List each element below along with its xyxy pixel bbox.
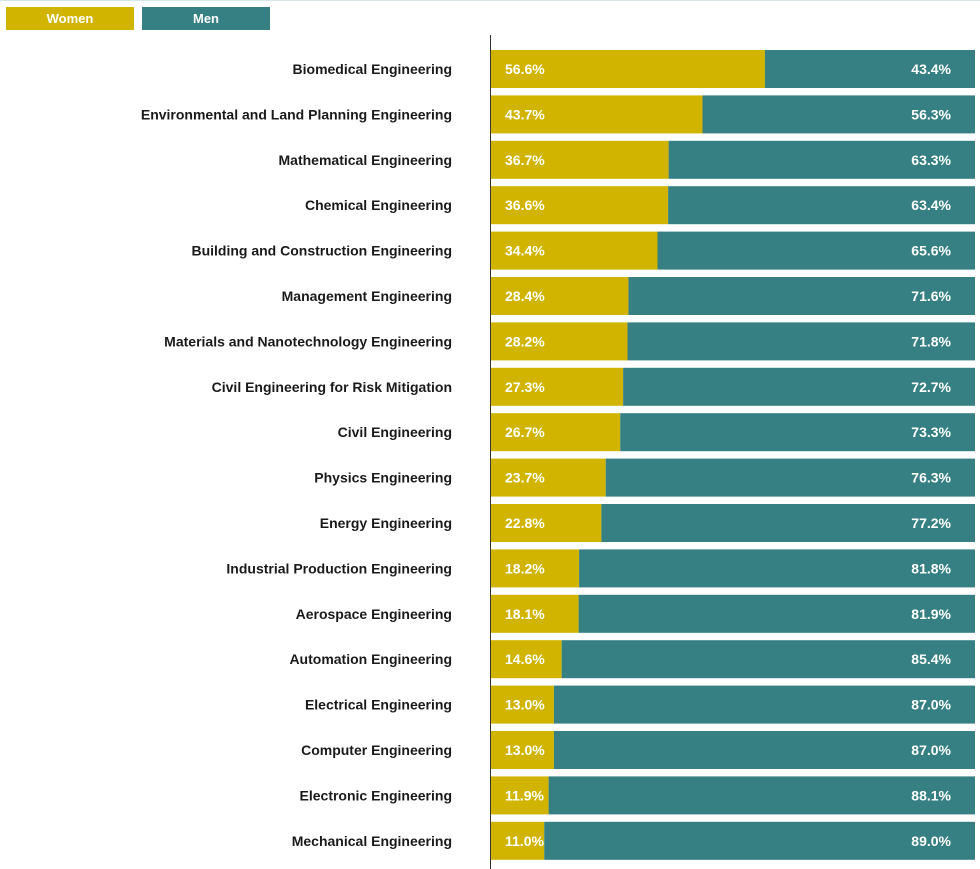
value-label-men: 72.7% [911, 379, 951, 395]
value-label-women: 11.0% [505, 833, 544, 849]
category-label: Civil Engineering for Risk Mitigation [212, 379, 452, 395]
bar-women [491, 186, 669, 225]
value-label-men: 85.4% [911, 651, 951, 667]
value-label-men: 56.3% [911, 106, 951, 122]
value-label-men: 89.0% [911, 833, 951, 849]
bar-men [605, 458, 975, 497]
bar-women [491, 367, 624, 406]
bar-men [668, 186, 975, 225]
bar-women [491, 776, 549, 815]
value-label-men: 73.3% [911, 424, 951, 440]
bar-women [491, 231, 658, 270]
category-label: Aerospace Engineering [296, 606, 452, 622]
top-rule [0, 0, 980, 1]
value-label-women: 13.0% [505, 742, 545, 758]
bar-women [491, 277, 629, 315]
bar-men [601, 504, 975, 542]
value-label-men: 87.0% [911, 697, 951, 713]
value-label-women: 13.0% [505, 697, 545, 713]
legend-women: Women [6, 7, 134, 30]
category-label: Electronic Engineering [300, 787, 452, 803]
value-label-men: 88.1% [911, 787, 951, 803]
bar-men [628, 277, 975, 315]
bar-men [553, 685, 975, 724]
value-label-women: 22.8% [505, 515, 545, 531]
value-label-men: 63.3% [911, 152, 951, 168]
value-label-men: 77.2% [911, 515, 951, 531]
value-label-women: 34.4% [505, 243, 545, 259]
bar-women [491, 504, 602, 542]
category-label: Materials and Nanotechnology Engineering [164, 333, 452, 349]
bar-men [548, 776, 975, 815]
value-label-men: 87.0% [911, 742, 951, 758]
value-label-women: 18.2% [505, 560, 545, 576]
bar-men [668, 140, 975, 179]
value-label-men: 71.6% [911, 288, 951, 304]
value-label-women: 36.6% [505, 197, 545, 213]
value-label-women: 18.1% [505, 606, 545, 622]
category-label: Mathematical Engineering [279, 152, 452, 168]
bar-women [491, 413, 621, 452]
bar-men [579, 549, 975, 588]
category-label: Electrical Engineering [305, 697, 452, 713]
bar-men [620, 413, 975, 452]
category-label: Industrial Production Engineering [226, 560, 452, 576]
bar-men [553, 731, 975, 769]
category-label: Physics Engineering [314, 470, 452, 486]
category-label: Chemical Engineering [305, 197, 452, 213]
category-label: Civil Engineering [338, 424, 452, 440]
category-label: Mechanical Engineering [292, 833, 452, 849]
bar-women [491, 549, 580, 588]
value-label-men: 63.4% [911, 197, 951, 213]
value-label-men: 65.6% [911, 243, 951, 259]
value-label-women: 36.7% [505, 152, 545, 168]
bar-women [491, 731, 554, 769]
bar-women [491, 640, 562, 679]
value-label-women: 56.6% [505, 61, 545, 77]
bar-men [561, 640, 975, 679]
value-label-men: 76.3% [911, 470, 951, 486]
category-label: Management Engineering [282, 288, 452, 304]
bar-women [491, 821, 545, 860]
value-label-women: 28.2% [505, 333, 545, 349]
value-label-men: 81.8% [911, 560, 951, 576]
category-label: Biomedical Engineering [293, 61, 452, 77]
bar-women [491, 140, 669, 179]
bar-women [491, 594, 579, 633]
bar-women [491, 685, 554, 724]
bar-women [491, 95, 703, 134]
value-label-women: 27.3% [505, 379, 545, 395]
bar-men [627, 322, 975, 361]
value-label-women: 26.7% [505, 424, 545, 440]
bar-men [657, 231, 975, 270]
value-label-women: 11.9% [505, 787, 544, 803]
category-label: Building and Construction Engineering [191, 243, 452, 259]
bar-men [544, 821, 975, 860]
value-label-men: 81.9% [911, 606, 951, 622]
legend-men: Men [142, 7, 270, 30]
bar-women [491, 50, 765, 88]
value-label-women: 43.7% [505, 106, 545, 122]
category-label: Computer Engineering [301, 742, 452, 758]
bar-men [764, 50, 975, 88]
legend: Women Men [6, 7, 270, 30]
bar-women [491, 322, 628, 361]
value-label-women: 14.6% [505, 651, 545, 667]
value-label-men: 43.4% [911, 61, 951, 77]
category-label: Energy Engineering [320, 515, 452, 531]
bar-women [491, 458, 606, 497]
bar-men [702, 95, 975, 134]
category-label: Environmental and Land Planning Engineer… [141, 106, 452, 122]
category-label: Automation Engineering [289, 651, 452, 667]
value-label-women: 23.7% [505, 470, 545, 486]
value-label-men: 71.8% [911, 333, 951, 349]
bar-men [623, 367, 975, 406]
bar-men [578, 594, 975, 633]
value-label-women: 28.4% [505, 288, 545, 304]
